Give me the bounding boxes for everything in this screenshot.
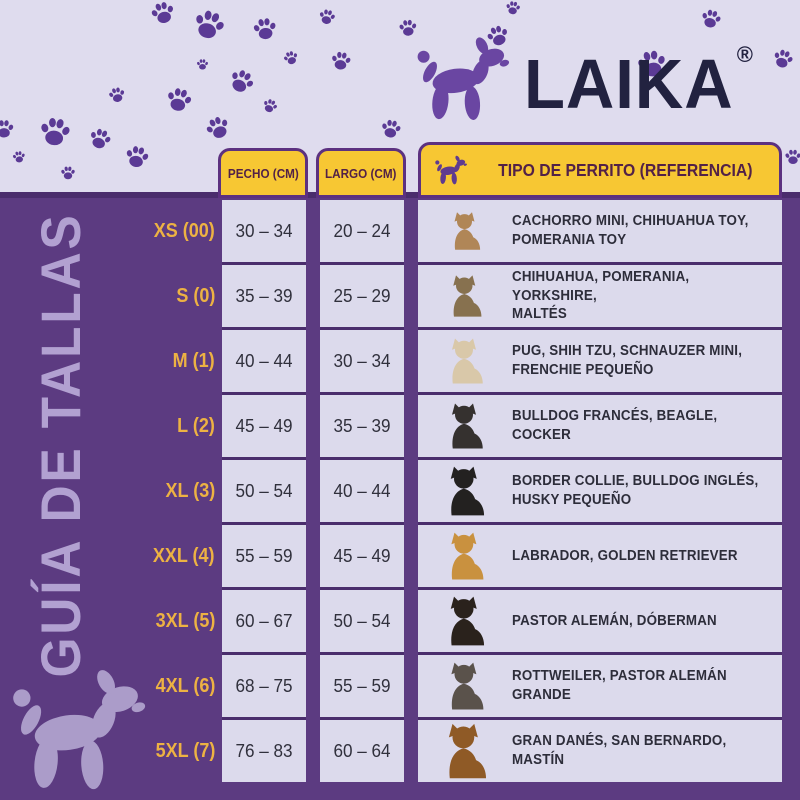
size-label: S (0)	[175, 284, 215, 307]
page-title: GUÍA DE TALLAS	[28, 212, 92, 678]
chest-column: 30 – 34 35 – 39 40 – 44 45 – 49 50 – 54 …	[222, 200, 306, 782]
balloon-dog-icon	[8, 668, 158, 795]
paw-print-icon	[0, 118, 15, 140]
paw-print-icon	[188, 4, 231, 47]
reference-cell: PUG, SHIH TZU, SCHNAUZER MINI, FRENCHIE …	[418, 330, 782, 392]
size-label: XXL (4)	[153, 544, 215, 567]
dog-photo-chihuahua	[438, 211, 496, 251]
paw-print-icon	[106, 84, 127, 105]
paw-print-icon	[36, 113, 74, 151]
paw-print-icon	[201, 111, 235, 145]
length-value-cell: 60 – 64	[320, 720, 404, 782]
paw-print-icon	[378, 116, 403, 141]
chest-value-cell: 55 – 59	[222, 525, 306, 587]
paw-print-icon	[223, 63, 260, 100]
paw-print-icon	[196, 58, 209, 71]
brand-logo: LAIKA ®	[414, 36, 753, 124]
paw-print-icon	[122, 142, 153, 173]
chest-value-cell: 40 – 44	[222, 330, 306, 392]
dog-photo-rottweiler	[438, 661, 496, 711]
reference-cell: CHIHUAHUA, POMERANIA, YORKSHIRE, MALTÉS	[418, 265, 782, 327]
size-label: XL (3)	[165, 479, 215, 502]
breed-list: GRAN DANÉS, SAN BERNARDO, MASTÍN	[512, 733, 727, 768]
column-header-chest: PECHO (CM)	[218, 148, 308, 198]
reference-cell: LABRADOR, GOLDEN RETRIEVER	[418, 525, 782, 587]
breed-list: BULLDOG FRANCÉS, BEAGLE, COCKER	[512, 408, 718, 443]
length-value-cell: 50 – 54	[320, 590, 404, 652]
length-value-cell: 40 – 44	[320, 460, 404, 522]
registered-trademark: ®	[736, 42, 753, 67]
paw-print-icon	[281, 48, 301, 68]
chest-value-cell: 35 – 39	[222, 265, 306, 327]
size-label: M (1)	[172, 349, 215, 372]
reference-cell: GRAN DANÉS, SAN BERNARDO, MASTÍN	[418, 720, 782, 782]
reference-column: CACHORRO MINI, CHIHUAHUA TOY, POMERANIA …	[418, 200, 782, 782]
dog-photo-border-collie	[438, 465, 496, 517]
size-label-column: XS (00) S (0) M (1) L (2) XL (3) XXL (4)…	[0, 200, 215, 782]
size-label: L (2)	[177, 414, 215, 437]
length-value-cell: 35 – 39	[320, 395, 404, 457]
length-value-cell: 20 – 24	[320, 200, 404, 262]
size-label: 3XL (5)	[155, 609, 215, 632]
dog-photo-doberman	[438, 595, 496, 647]
chest-value-cell: 76 – 83	[222, 720, 306, 782]
length-value-cell: 30 – 34	[320, 330, 404, 392]
length-value-cell: 25 – 29	[320, 265, 404, 327]
column-header-chest-label: PECHO (CM)	[227, 165, 299, 181]
breed-list: PASTOR ALEMÁN, DÓBERMAN	[512, 612, 717, 629]
dog-photo-mastiff	[438, 722, 496, 780]
breed-list: CHIHUAHUA, POMERANIA, YORKSHIRE, MALTÉS	[512, 268, 690, 323]
size-label: XS (00)	[153, 219, 215, 242]
paw-print-icon	[329, 49, 354, 74]
length-value-cell: 45 – 49	[320, 525, 404, 587]
chest-value-cell: 30 – 34	[222, 200, 306, 262]
reference-cell: BORDER COLLIE, BULLDOG INGLÉS, HUSKY PEQ…	[418, 460, 782, 522]
paw-print-icon	[60, 165, 76, 181]
chest-value-cell: 68 – 75	[222, 655, 306, 717]
length-column: 20 – 24 25 – 29 30 – 34 35 – 39 40 – 44 …	[320, 200, 404, 782]
paw-print-icon	[698, 6, 725, 33]
reference-cell: CACHORRO MINI, CHIHUAHUA TOY, POMERANIA …	[418, 200, 782, 262]
reference-cell: PASTOR ALEMÁN, DÓBERMAN	[418, 590, 782, 652]
paw-print-icon	[85, 124, 115, 154]
length-value-cell: 55 – 59	[320, 655, 404, 717]
paw-print-icon	[316, 6, 337, 27]
paw-print-icon	[504, 0, 522, 17]
balloon-dog-icon	[414, 36, 518, 124]
breed-list: PUG, SHIH TZU, SCHNAUZER MINI, FRENCHIE …	[512, 343, 743, 378]
dog-photo-golden-retriever	[438, 531, 496, 581]
paw-print-icon	[769, 45, 797, 73]
chest-value-cell: 50 – 54	[222, 460, 306, 522]
paw-print-icon	[162, 83, 196, 117]
breed-list: BORDER COLLIE, BULLDOG INGLÉS, HUSKY PEQ…	[512, 473, 759, 508]
breed-list: ROTTWEILER, PASTOR ALEMÁN GRANDE	[512, 668, 727, 703]
dog-photo-yorkshire-terrier	[438, 274, 496, 318]
chest-value-cell: 60 – 67	[222, 590, 306, 652]
dog-photo-french-bulldog	[438, 402, 496, 450]
paw-print-icon	[784, 148, 800, 166]
paw-print-icon	[250, 14, 279, 43]
column-header-reference-label: TIPO DE PERRITO (REFERENCIA)	[497, 159, 753, 180]
dog-photo-shih-tzu	[438, 337, 496, 385]
brand-name: LAIKA	[524, 45, 734, 124]
breed-list: LABRADOR, GOLDEN RETRIEVER	[512, 547, 738, 564]
size-label: 5XL (7)	[155, 739, 215, 762]
column-header-reference: TIPO DE PERRITO (REFERENCIA)	[418, 142, 782, 198]
paw-print-icon	[147, 0, 179, 29]
size-label: 4XL (6)	[155, 674, 215, 697]
reference-cell: BULLDOG FRANCÉS, BEAGLE, COCKER	[418, 395, 782, 457]
paw-print-icon	[260, 96, 281, 117]
column-header-length-label: LARGO (CM)	[325, 165, 397, 181]
paw-print-icon	[11, 149, 27, 165]
chest-value-cell: 45 – 49	[222, 395, 306, 457]
breed-list: CACHORRO MINI, CHIHUAHUA TOY, POMERANIA …	[512, 213, 749, 248]
reference-cell: ROTTWEILER, PASTOR ALEMÁN GRANDE	[418, 655, 782, 717]
balloon-dog-icon	[434, 155, 470, 186]
column-header-length: LARGO (CM)	[316, 148, 406, 198]
